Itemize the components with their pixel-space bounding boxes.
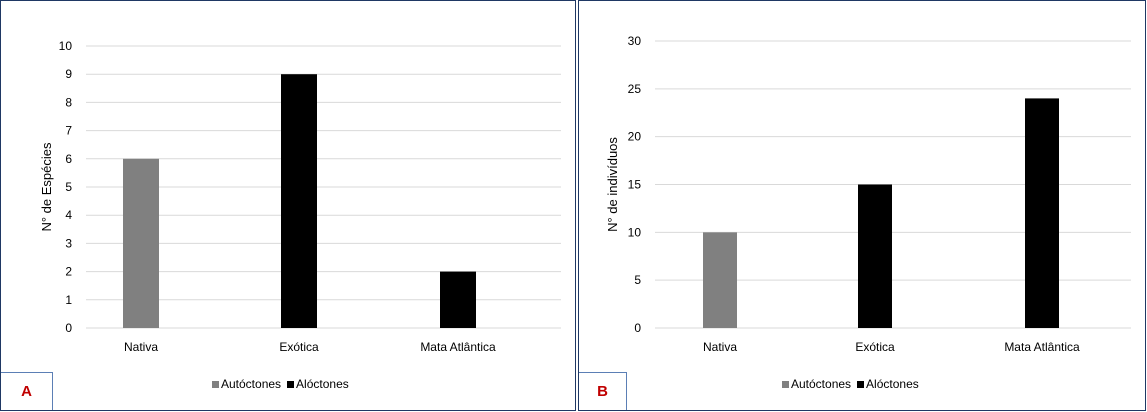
y-tick-label: 8 xyxy=(65,95,72,109)
y-tick-label: 6 xyxy=(65,152,72,166)
bar-aloctones xyxy=(1025,98,1059,329)
y-axis-title: N° de Espécies xyxy=(39,142,54,232)
chart-panel-b: 0 5 10 15 20 25 30 N° de indivíduos Nativa Exótic… xyxy=(578,0,1146,411)
x-category-label: Exótica xyxy=(279,340,319,354)
legend-item-autoctones: Autóctones xyxy=(782,377,851,391)
chart-a-svg: 0 1 2 3 4 5 6 7 8 9 10 N° de Espécies Nativa Exótica M… xyxy=(39,39,561,354)
y-tick-label: 15 xyxy=(628,178,642,192)
legend-label-autoctones: Autóctones xyxy=(221,377,282,391)
bar-autoctones xyxy=(703,232,737,328)
legend-a: Autóctones Alóctones xyxy=(212,377,355,391)
y-tick-label: 10 xyxy=(628,225,642,239)
y-tick-label: 1 xyxy=(65,293,72,307)
panel-label-b: B xyxy=(579,372,627,410)
y-tick-label: 0 xyxy=(634,321,641,335)
y-tick-label: 0 xyxy=(65,321,72,335)
chart-panel-a: 0 1 2 3 4 5 6 7 8 9 10 N° de Espécies Nativa Exótica M… xyxy=(0,0,576,411)
y-tick-label: 5 xyxy=(634,273,641,287)
x-category-label: Nativa xyxy=(124,340,158,354)
legend-item-aloctones: Alóctones xyxy=(857,377,919,391)
bar-aloctones xyxy=(858,184,892,328)
legend-label-aloctones: Alóctones xyxy=(296,377,349,391)
bar-autoctones xyxy=(123,158,159,328)
y-tick-label: 4 xyxy=(65,208,72,222)
y-tick-label: 20 xyxy=(628,130,642,144)
legend-item-aloctones: Alóctones xyxy=(287,377,349,391)
legend-swatch-autoctones xyxy=(212,380,219,388)
bar-aloctones xyxy=(281,74,317,328)
y-tick-label: 5 xyxy=(65,180,72,194)
chart-b-svg: 0 5 10 15 20 25 30 N° de indivíduos Nativa Exótic… xyxy=(605,34,1131,354)
legend-b: Autóctones Alóctones xyxy=(782,377,925,391)
y-axis-title: N° de indivíduos xyxy=(605,137,620,232)
x-category-label: Mata Atlântica xyxy=(420,340,496,354)
y-tick-label: 9 xyxy=(65,67,72,81)
y-tick-label: 2 xyxy=(65,265,72,279)
legend-label-aloctones: Alóctones xyxy=(866,377,919,391)
x-category-label: Exótica xyxy=(855,340,895,354)
legend-label-autoctones: Autóctones xyxy=(791,377,852,391)
y-tick-label: 10 xyxy=(59,39,73,53)
y-tick-label: 3 xyxy=(65,236,72,250)
x-category-label: Nativa xyxy=(703,340,737,354)
y-tick-label: 7 xyxy=(65,124,72,138)
panel-label-a: A xyxy=(1,372,53,410)
y-tick-label: 25 xyxy=(628,82,642,96)
legend-swatch-aloctones xyxy=(857,380,865,388)
legend-swatch-aloctones xyxy=(287,380,295,388)
legend-swatch-autoctones xyxy=(782,380,789,388)
x-category-label: Mata Atlântica xyxy=(1004,340,1080,354)
y-tick-label: 30 xyxy=(628,34,642,48)
bar-aloctones xyxy=(440,271,476,328)
legend-item-autoctones: Autóctones xyxy=(212,377,281,391)
